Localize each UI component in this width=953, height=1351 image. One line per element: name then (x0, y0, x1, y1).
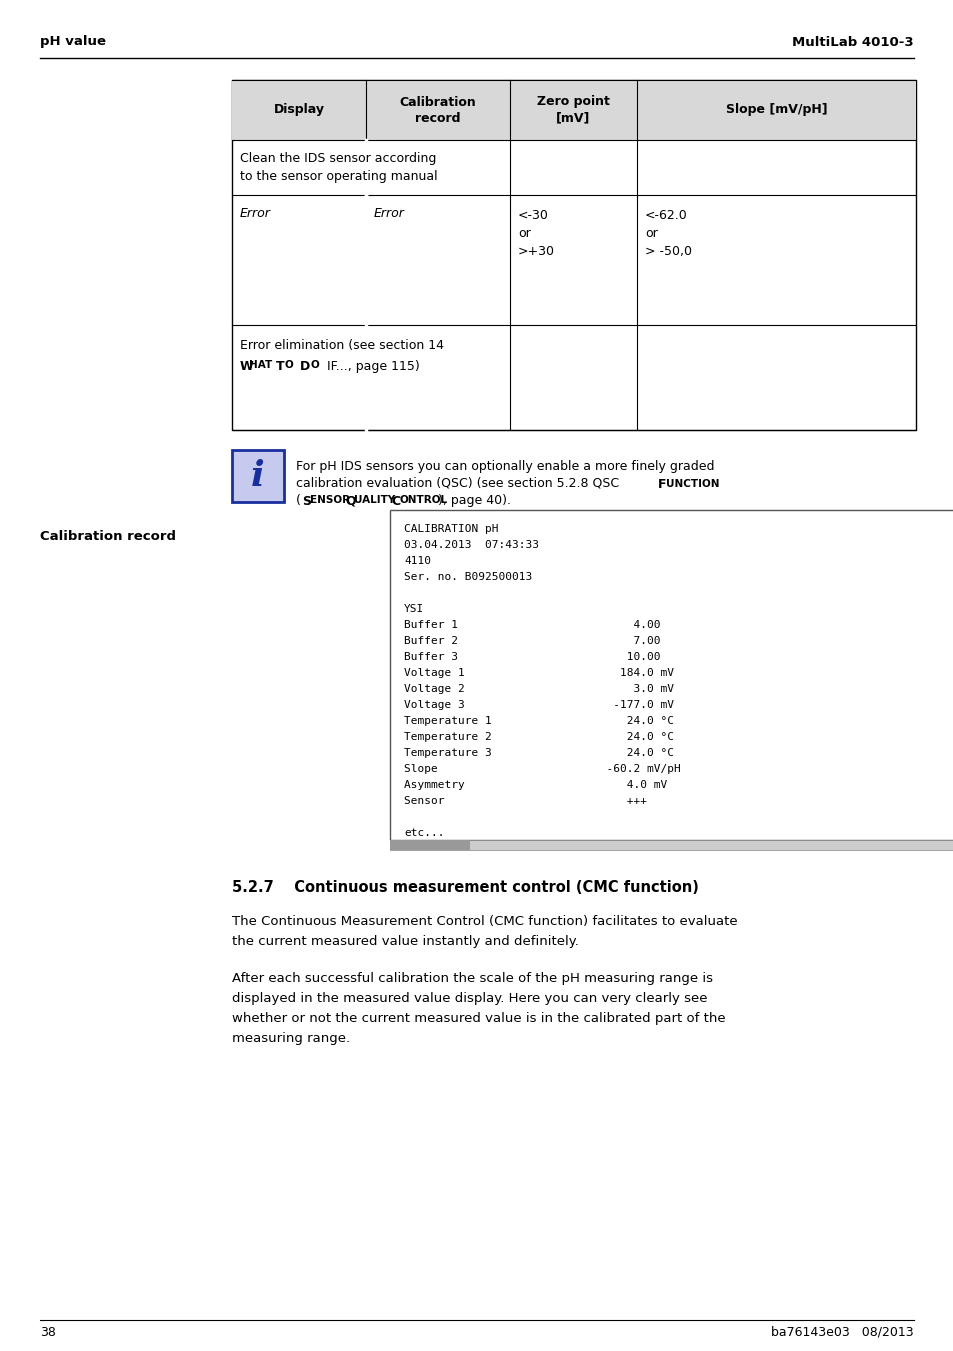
Text: Calibration
record: Calibration record (399, 96, 476, 124)
Text: Voltage 2                         3.0 mV: Voltage 2 3.0 mV (403, 684, 673, 694)
Text: Zero point
[mV]: Zero point [mV] (537, 96, 609, 124)
Text: i: i (251, 459, 265, 493)
Text: Buffer 3                         10.00: Buffer 3 10.00 (403, 653, 659, 662)
FancyBboxPatch shape (232, 80, 915, 141)
Text: Slope                         -60.2 mV/pH: Slope -60.2 mV/pH (403, 765, 680, 774)
Text: After each successful calibration the scale of the pH measuring range is: After each successful calibration the sc… (232, 971, 712, 985)
Text: ONTROL: ONTROL (399, 494, 448, 505)
Text: or: or (644, 227, 657, 240)
Text: HAT: HAT (249, 359, 272, 370)
Text: Buffer 1                          4.00: Buffer 1 4.00 (403, 620, 659, 630)
Text: The Continuous Measurement Control (CMC function) facilitates to evaluate: The Continuous Measurement Control (CMC … (232, 915, 737, 928)
FancyBboxPatch shape (390, 840, 953, 850)
Text: 4110: 4110 (403, 557, 431, 566)
Text: pH value: pH value (40, 35, 106, 49)
Text: Temperature 2                    24.0 °C: Temperature 2 24.0 °C (403, 732, 673, 742)
Text: 38: 38 (40, 1325, 56, 1339)
Text: Voltage 1                       184.0 mV: Voltage 1 184.0 mV (403, 667, 673, 678)
Text: ), page 40).: ), page 40). (437, 494, 511, 507)
Text: IF..., page 115): IF..., page 115) (323, 359, 419, 373)
FancyBboxPatch shape (232, 450, 284, 503)
Text: Error: Error (374, 207, 404, 220)
Text: displayed in the measured value display. Here you can very clearly see: displayed in the measured value display.… (232, 992, 707, 1005)
Text: Temperature 1                    24.0 °C: Temperature 1 24.0 °C (403, 716, 673, 725)
Text: Q: Q (345, 494, 355, 508)
Text: D: D (299, 359, 310, 373)
Text: Buffer 2                          7.00: Buffer 2 7.00 (403, 636, 659, 646)
Text: >+30: >+30 (517, 245, 555, 258)
Text: O: O (311, 359, 319, 370)
Text: whether or not the current measured value is in the calibrated part of the: whether or not the current measured valu… (232, 1012, 725, 1025)
Text: MultiLab 4010-3: MultiLab 4010-3 (792, 35, 913, 49)
Text: YSI: YSI (403, 604, 424, 613)
Text: CALIBRATION pH: CALIBRATION pH (403, 524, 498, 534)
Text: UALITY: UALITY (354, 494, 395, 505)
Text: Ser. no. B092500013: Ser. no. B092500013 (403, 571, 532, 582)
FancyBboxPatch shape (390, 509, 953, 840)
Text: UNCTION: UNCTION (665, 480, 719, 489)
Text: O: O (285, 359, 294, 370)
Text: etc...: etc... (403, 828, 444, 838)
Text: Error: Error (240, 207, 271, 220)
Text: C: C (391, 494, 399, 508)
FancyBboxPatch shape (390, 840, 470, 850)
Text: S: S (302, 494, 311, 508)
Text: Voltage 3                      -177.0 mV: Voltage 3 -177.0 mV (403, 700, 673, 711)
Text: ENSOR: ENSOR (310, 494, 350, 505)
Text: (: ( (295, 494, 300, 507)
Text: Slope [mV/pH]: Slope [mV/pH] (725, 104, 826, 116)
Text: measuring range.: measuring range. (232, 1032, 350, 1046)
Text: F: F (658, 478, 666, 490)
Text: For pH IDS sensors you can optionally enable a more finely graded: For pH IDS sensors you can optionally en… (295, 459, 714, 473)
Text: ba76143e03   08/2013: ba76143e03 08/2013 (771, 1325, 913, 1339)
Text: Sensor                           +++: Sensor +++ (403, 796, 646, 807)
Text: Error elimination (see section 14: Error elimination (see section 14 (240, 339, 443, 353)
Text: Temperature 3                    24.0 °C: Temperature 3 24.0 °C (403, 748, 673, 758)
FancyBboxPatch shape (232, 80, 915, 430)
Text: <-62.0: <-62.0 (644, 209, 687, 222)
Text: Asymmetry                        4.0 mV: Asymmetry 4.0 mV (403, 780, 666, 790)
Text: <-30: <-30 (517, 209, 548, 222)
Text: the current measured value instantly and definitely.: the current measured value instantly and… (232, 935, 578, 948)
Text: 03.04.2013  07:43:33: 03.04.2013 07:43:33 (403, 540, 538, 550)
Text: or: or (517, 227, 530, 240)
Text: W: W (240, 359, 253, 373)
Text: Clean the IDS sensor according
to the sensor operating manual: Clean the IDS sensor according to the se… (240, 153, 437, 182)
Text: Calibration record: Calibration record (40, 530, 175, 543)
Text: Display: Display (274, 104, 324, 116)
Text: 5.2.7    Continuous measurement control (CMC function): 5.2.7 Continuous measurement control (CM… (232, 880, 699, 894)
Text: calibration evaluation (QSC) (see section 5.2.8 QSC: calibration evaluation (QSC) (see sectio… (295, 477, 622, 490)
Text: > -50,0: > -50,0 (644, 245, 691, 258)
Text: T: T (275, 359, 284, 373)
